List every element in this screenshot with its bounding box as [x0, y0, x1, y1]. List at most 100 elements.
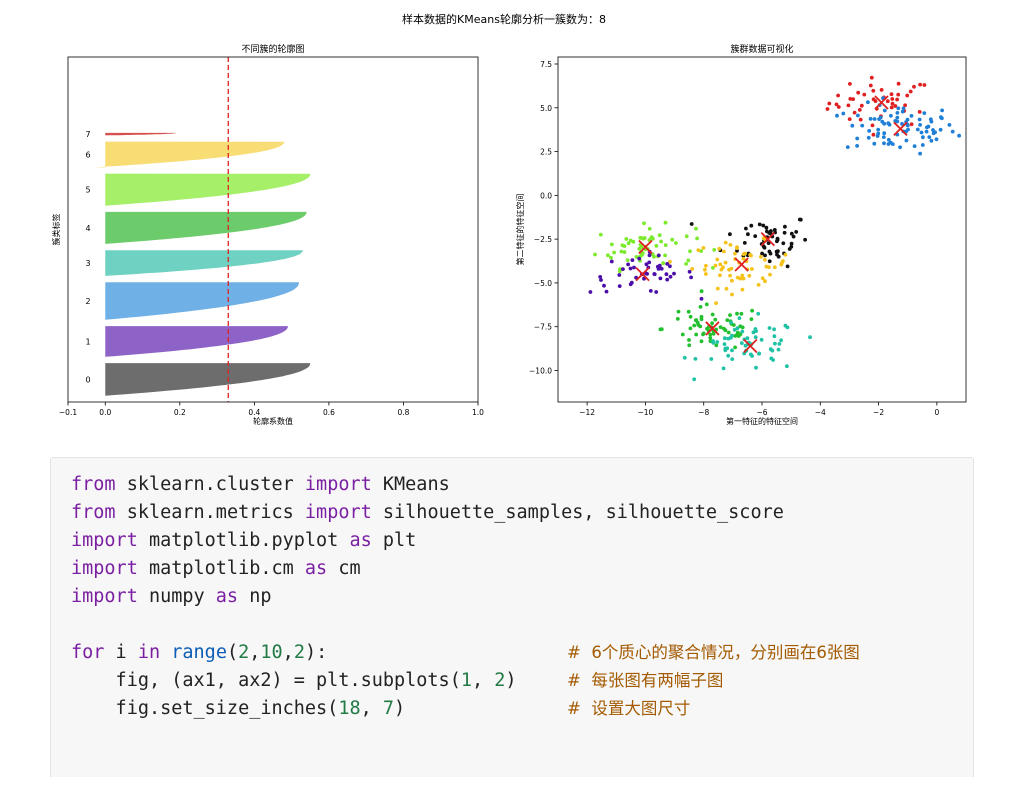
scatter-point-cluster-3	[598, 232, 603, 237]
code-token: )	[394, 698, 406, 719]
scatter-point-cluster-4	[735, 246, 739, 251]
axes-frame-left	[67, 56, 479, 403]
scatter-point-cluster-2	[775, 238, 780, 242]
scatter-point-cluster-4	[743, 251, 747, 256]
scatter-point-cluster-4	[730, 278, 734, 283]
scatter-point-cluster-0	[871, 97, 876, 102]
scatter-point-cluster-0	[848, 82, 852, 86]
scatter-point-cluster-4	[741, 276, 746, 281]
scatter-point-cluster-1	[866, 135, 871, 140]
scatter-point-cluster-5	[659, 266, 664, 271]
scatter-point-cluster-7	[785, 364, 789, 369]
scatter-point-cluster-1	[926, 124, 931, 129]
scatter-point-cluster-5	[628, 282, 633, 287]
scatter-point-cluster-0	[825, 107, 830, 111]
scatter-point-cluster-1	[876, 127, 881, 132]
scatter-point-cluster-3	[612, 250, 616, 255]
code-token: 10	[260, 642, 283, 663]
scatter-point-cluster-4	[714, 301, 718, 305]
scatter-point-cluster-4	[701, 246, 706, 250]
scatter-point-cluster-4	[759, 254, 763, 259]
scatter-point-cluster-0	[890, 97, 895, 101]
scatter-point-cluster-5	[599, 278, 603, 282]
scatter-point-cluster-6	[676, 309, 681, 314]
scatter-point-cluster-0	[859, 103, 864, 108]
cluster-label-7: 7	[85, 130, 90, 139]
scatter-point-cluster-1	[947, 123, 952, 127]
scatter-point-cluster-1	[904, 138, 909, 143]
scatter-point-cluster-7	[730, 333, 734, 338]
scatter-point-cluster-4	[724, 286, 729, 291]
cluster-label-2: 2	[85, 297, 90, 306]
scatter-point-cluster-3	[625, 258, 630, 262]
scatter-point-cluster-7	[753, 327, 758, 331]
scatter-point-cluster-7	[711, 339, 715, 343]
cluster-scatter-plot: −12 −10 −8 −6 −4 −2 0 7.5 5.0 2.5 0.0 −2.5 −5.0 −7.5 −…	[515, 43, 967, 426]
scatter-point-cluster-3	[663, 243, 668, 248]
scatter-point-cluster-7	[777, 342, 782, 346]
scatter-point-cluster-2	[789, 244, 794, 249]
scatter-point-cluster-7	[739, 341, 744, 345]
scatter-point-cluster-7	[748, 352, 753, 357]
code-block: from sklearn.cluster import KMeans from s…	[50, 457, 974, 777]
scatter-point-cluster-3	[712, 248, 717, 252]
scatter-point-cluster-7	[785, 325, 790, 330]
scatter-point-cluster-7	[770, 348, 775, 353]
scatter-point-cluster-5	[588, 290, 593, 294]
scatter-point-cluster-4	[735, 275, 740, 280]
xtick-label: 0.0	[99, 408, 111, 417]
code-line: for i in range(2,10,2):	[71, 639, 327, 667]
scatter-point-cluster-3	[684, 262, 688, 266]
right-chart-title: 簇群数据可视化	[730, 43, 793, 55]
scatter-point-cluster-7	[682, 355, 687, 360]
code-token: ,	[282, 642, 294, 663]
scatter-point-cluster-1	[934, 137, 939, 142]
scatter-point-cluster-4	[723, 260, 728, 265]
code-token: 2	[494, 670, 506, 691]
scatter-point-cluster-4	[704, 272, 708, 276]
ytick-label: 7.5	[540, 60, 552, 69]
scatter-point-cluster-2	[728, 232, 732, 237]
scatter-point-cluster-0	[836, 93, 840, 98]
scatter-point-cluster-7	[729, 320, 733, 325]
scatter-point-cluster-7	[693, 357, 698, 361]
scatter-point-cluster-5	[602, 283, 606, 288]
silhouette-band-1	[105, 326, 288, 357]
scatter-point-cluster-2	[766, 241, 771, 246]
scatter-point-cluster-3	[638, 236, 643, 240]
scatter-point-cluster-7	[757, 351, 761, 356]
scatter-point-cluster-2	[757, 222, 762, 227]
scatter-point-cluster-0	[909, 122, 914, 127]
scatter-point-cluster-7	[767, 326, 772, 330]
code-token: import	[304, 474, 372, 495]
scatter-point-cluster-7	[722, 342, 727, 346]
silhouette-band-4	[105, 211, 307, 244]
xtick-label: 0.6	[323, 408, 335, 417]
scatter-point-cluster-3	[711, 266, 715, 270]
code-token: plt	[371, 530, 417, 551]
scatter-point-cluster-6	[699, 339, 704, 344]
scatter-point-cluster-4	[717, 246, 722, 251]
scatter-point-cluster-1	[841, 111, 846, 116]
scatter-point-cluster-6	[687, 338, 691, 342]
scatter-point-cluster-0	[896, 81, 901, 86]
scatter-point-cluster-4	[719, 267, 724, 272]
scatter-point-cluster-6	[658, 327, 663, 332]
scatter-point-cluster-4	[760, 276, 765, 281]
scatter-point-cluster-1	[918, 151, 922, 156]
silhouette-band-6	[94, 141, 285, 168]
scatter-point-cluster-3	[647, 226, 652, 231]
scatter-point-cluster-6	[710, 312, 715, 317]
scatter-point-cluster-3	[684, 234, 689, 239]
scatter-point-cluster-0	[847, 117, 852, 121]
scatter-point-cluster-4	[741, 256, 746, 261]
scatter-point-cluster-0	[871, 132, 876, 137]
scatter-point-cluster-3	[657, 233, 662, 238]
code-token: i	[104, 642, 138, 663]
scatter-point-cluster-3	[663, 253, 667, 258]
code-token	[160, 642, 171, 663]
code-token: silhouette_samples, silhouette_score	[371, 502, 784, 523]
scatter-point-cluster-1	[938, 127, 943, 132]
scatter-point-cluster-7	[759, 337, 764, 342]
code-token: sklearn.cluster	[115, 474, 305, 495]
